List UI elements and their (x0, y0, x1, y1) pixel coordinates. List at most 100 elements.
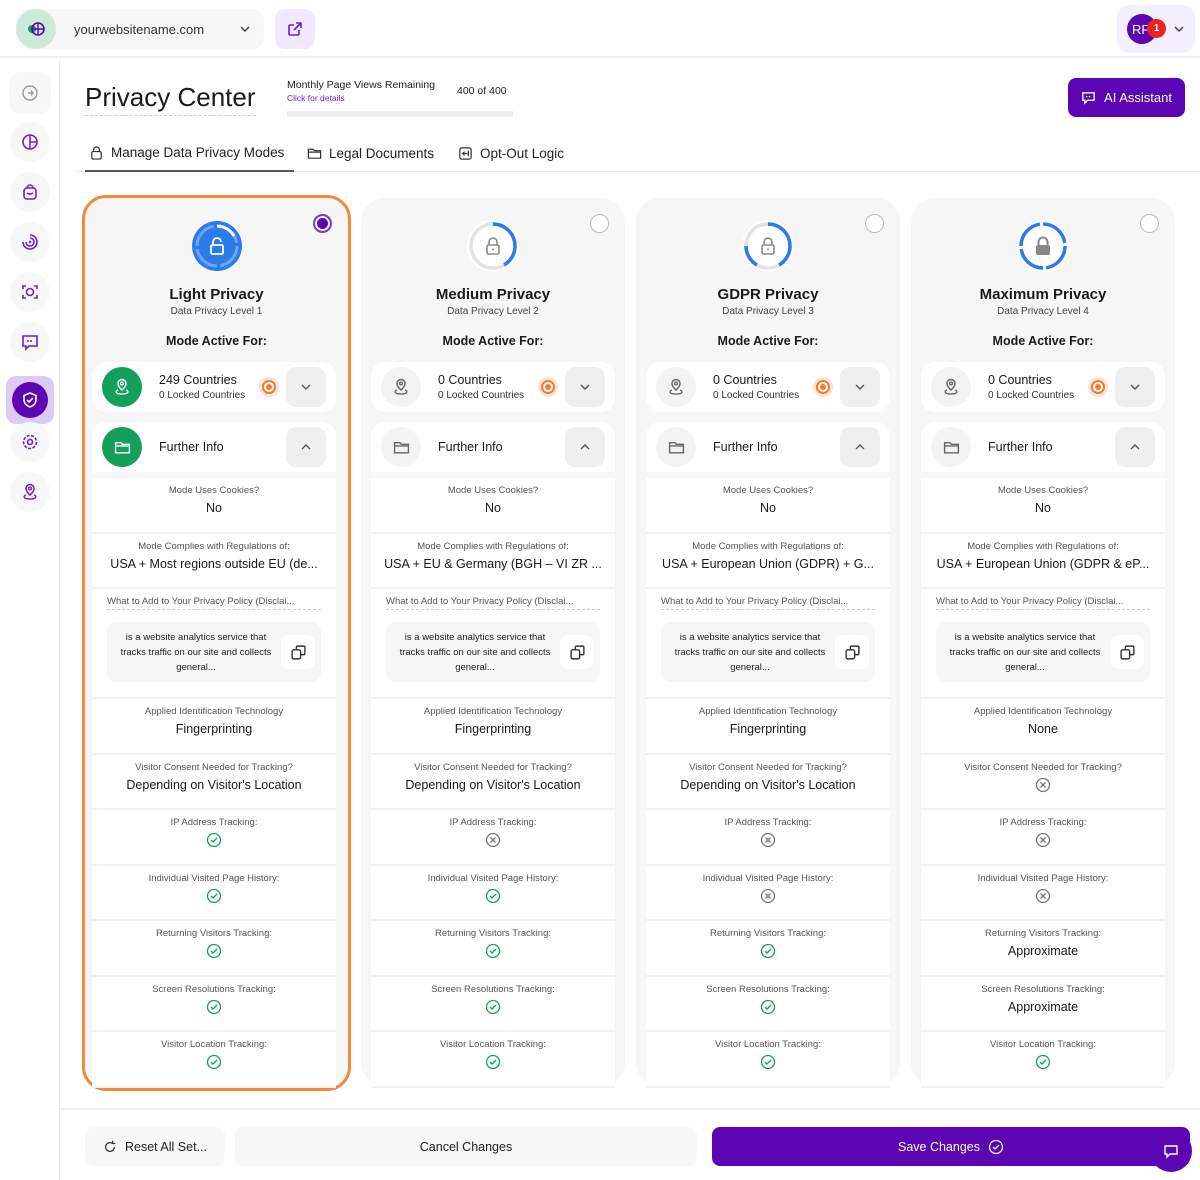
expand-countries-button[interactable] (1115, 367, 1155, 407)
ai-assistant-button[interactable]: AI Assistant (1068, 78, 1185, 117)
check-circle-icon (485, 1054, 501, 1070)
returning-visitors-label: Returning Visitors Tracking: (710, 928, 826, 939)
further-info-label: Further Info (159, 440, 224, 454)
cancel-changes-button[interactable]: Cancel Changes (235, 1127, 697, 1166)
mode-select-radio[interactable] (313, 214, 332, 233)
privacy-mode-card[interactable]: GDPR Privacy Data Privacy Level 3 Mode Act… (636, 198, 900, 1088)
user-menu[interactable]: RF 1 (1117, 5, 1195, 53)
mode-active-heading: Mode Active For: (166, 334, 267, 348)
sidebar-item-chat[interactable] (10, 322, 50, 362)
policy-label[interactable]: What to Add to Your Privacy Policy (Disc… (936, 596, 1150, 610)
open-website-button[interactable] (275, 9, 315, 49)
sidebar-item-privacy[interactable] (12, 382, 48, 418)
x-circle-icon (760, 832, 776, 848)
countries-selector[interactable]: 0 Countries 0 Locked Countries (371, 362, 615, 412)
tab-label: Manage Data Privacy Modes (111, 144, 285, 160)
cookies-value: No (760, 501, 776, 515)
copy-icon (290, 644, 306, 660)
pageviews-details-link[interactable]: Click for details (287, 93, 345, 103)
chat-icon (1164, 1145, 1178, 1159)
website-selector[interactable]: yourwebsitename.com (16, 9, 264, 49)
sidebar-item-shop[interactable] (10, 172, 50, 212)
sidebar-item-tracking[interactable] (10, 222, 50, 262)
tab-legal-documents[interactable]: Legal Documents (307, 134, 434, 172)
collapse-further-info-button[interactable] (565, 427, 605, 467)
chat-support-button[interactable] (1150, 1130, 1192, 1172)
privacy-mode-card[interactable]: Maximum Privacy Data Privacy Level 4 Mode … (911, 198, 1175, 1088)
sidebar-item-settings[interactable] (10, 422, 50, 462)
sidebar-item-location[interactable] (10, 472, 50, 512)
countries-selector[interactable]: 0 Countries 0 Locked Countries (646, 362, 890, 412)
policy-label[interactable]: What to Add to Your Privacy Policy (Disc… (386, 596, 600, 610)
tab-manage-privacy-modes[interactable]: Manage Data Privacy Modes (85, 134, 294, 172)
expand-countries-button[interactable] (286, 367, 326, 407)
save-changes-button[interactable]: Save Changes (712, 1127, 1190, 1166)
page-history-row: Individual Visited Page History: (92, 866, 336, 921)
copy-button[interactable] (1110, 635, 1144, 669)
collapse-further-info-button[interactable] (1115, 427, 1155, 467)
mode-details: Mode Uses Cookies? No Mode Complies with R… (921, 478, 1165, 1088)
countries-selector[interactable]: 249 Countries 0 Locked Countries (92, 362, 336, 412)
tech-value: None (1028, 722, 1058, 736)
ip-tracking-label: IP Address Tracking: (449, 817, 537, 828)
mode-details: Mode Uses Cookies? No Mode Complies with R… (371, 478, 615, 1088)
copy-icon (1119, 644, 1135, 660)
location-tracking-label: Visitor Location Tracking: (161, 1039, 267, 1050)
policy-label[interactable]: What to Add to Your Privacy Policy (Disc… (107, 596, 321, 610)
mode-level: Data Privacy Level 4 (997, 306, 1089, 317)
ip-tracking-row: IP Address Tracking: (371, 810, 615, 866)
reset-all-settings-button[interactable]: Reset All Set... (85, 1127, 225, 1166)
mode-name: Maximum Privacy (979, 286, 1107, 303)
mode-select-radio[interactable] (865, 214, 884, 233)
mode-name: GDPR Privacy (717, 286, 819, 303)
further-info-toggle[interactable]: Further Info (646, 422, 890, 472)
page-history-label: Individual Visited Page History: (702, 872, 834, 884)
policy-row: What to Add to Your Privacy Policy (Disc… (921, 589, 1165, 699)
collapse-further-info-button[interactable] (840, 427, 880, 467)
mode-level: Data Privacy Level 2 (447, 306, 539, 317)
tech-label: Applied Identification Technology (144, 706, 284, 717)
privacy-mode-card[interactable]: Light Privacy Data Privacy Level 1 Mode Ac… (82, 195, 351, 1091)
check-circle-icon (485, 888, 501, 903)
status-dot (541, 380, 555, 394)
regulations-value: USA + European Union (GDPR & eP... (936, 556, 1150, 571)
further-info-toggle[interactable]: Further Info (92, 422, 336, 472)
policy-label[interactable]: What to Add to Your Privacy Policy (Disc… (661, 596, 875, 610)
x-circle-icon (760, 888, 776, 903)
mode-name: Medium Privacy (435, 286, 551, 303)
footer-bar: Reset All Set... Cancel Changes Save Cha… (60, 1108, 1200, 1180)
collapse-further-info-button[interactable] (286, 427, 326, 467)
consent-label: Visitor Consent Needed for Tracking? (964, 761, 1122, 773)
copy-button[interactable] (560, 635, 594, 669)
cookies-value: No (206, 501, 222, 515)
screen-resolution-row: Screen Resolutions Tracking: (646, 977, 890, 1032)
expand-countries-button[interactable] (565, 367, 605, 407)
privacy-mode-card[interactable]: Medium Privacy Data Privacy Level 2 Mode A… (361, 198, 625, 1088)
ip-tracking-row: IP Address Tracking: (921, 810, 1165, 866)
sidebar-item-scan[interactable] (10, 272, 50, 312)
mode-active-heading: Mode Active For: (992, 334, 1094, 348)
returning-visitors-row: Returning Visitors Tracking: Approximate (921, 921, 1165, 977)
cookies-label: Mode Uses Cookies? (722, 485, 814, 496)
chevron-up-icon (580, 444, 590, 450)
opt-out-icon (459, 146, 472, 160)
refresh-icon (105, 1140, 116, 1152)
tab-label: Legal Documents (329, 145, 435, 161)
external-link-icon (288, 22, 302, 36)
mode-select-radio[interactable] (1140, 214, 1159, 233)
consent-value: Depending on Visitor's Location (680, 777, 856, 792)
location-tracking-label: Visitor Location Tracking: (440, 1039, 546, 1050)
mode-select-radio[interactable] (590, 214, 609, 233)
tab-opt-out-logic[interactable]: Opt-Out Logic (458, 134, 564, 172)
tech-row: Applied Identification Technology Fingerp… (92, 699, 336, 755)
further-info-toggle[interactable]: Further Info (921, 422, 1165, 472)
further-info-toggle[interactable]: Further Info (371, 422, 615, 472)
sidebar-item-logout[interactable] (9, 72, 51, 114)
countries-selector[interactable]: 0 Countries 0 Locked Countries (921, 362, 1165, 412)
cookies-value: No (1035, 501, 1051, 515)
copy-button[interactable] (281, 635, 315, 669)
expand-countries-button[interactable] (840, 367, 880, 407)
copy-button[interactable] (835, 635, 869, 669)
regulations-label: Mode Complies with Regulations of: (692, 540, 844, 552)
sidebar-item-analytics[interactable] (10, 122, 50, 162)
